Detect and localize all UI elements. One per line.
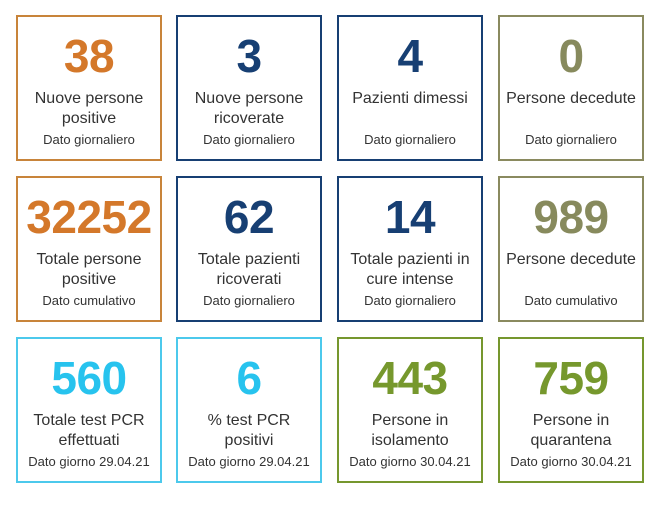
card-subtitle: Dato giornaliero <box>203 132 295 147</box>
card-value: 443 <box>372 352 448 404</box>
card-label: Nuove persone ricoverate <box>194 90 304 127</box>
card-pcr-tests: 560 Totale test PCR effettuati Dato gior… <box>16 337 162 483</box>
card-label: Totale pazienti ricoverati <box>197 251 301 288</box>
card-new-deceased: 0 Persone decedute Dato giornaliero <box>498 15 644 161</box>
card-pcr-positive-rate: 6 % test PCR positivi Dato giorno 29.04.… <box>176 337 322 483</box>
card-quarantine: 759 Persone in quarantena Dato giorno 30… <box>498 337 644 483</box>
card-subtitle: Dato giorno 29.04.21 <box>28 454 150 469</box>
card-subtitle: Dato giorno 30.04.21 <box>349 454 471 469</box>
card-isolation: 443 Persone in isolamento Dato giorno 30… <box>337 337 483 483</box>
card-value: 6 <box>236 352 262 404</box>
card-value: 989 <box>533 191 609 243</box>
card-total-positive: 32252 Totale persone positive Dato cumul… <box>16 176 162 322</box>
card-new-hospitalized: 3 Nuove persone ricoverate Dato giornali… <box>176 15 322 161</box>
card-label: Totale pazienti in cure intense <box>350 251 470 288</box>
card-intensive-care: 14 Totale pazienti in cure intense Dato … <box>337 176 483 322</box>
card-label: Persone decedute <box>506 90 636 107</box>
card-value: 62 <box>223 191 275 243</box>
card-new-positive: 38 Nuove persone positive Dato giornalie… <box>16 15 162 161</box>
card-label: Totale persone positive <box>36 251 142 288</box>
card-subtitle: Dato giornaliero <box>364 132 456 147</box>
card-value: 4 <box>397 30 423 82</box>
card-label: Persone in isolamento <box>371 412 449 449</box>
card-subtitle: Dato giorno 30.04.21 <box>510 454 632 469</box>
card-value: 14 <box>384 191 436 243</box>
card-discharged: 4 Pazienti dimessi Dato giornaliero <box>337 15 483 161</box>
card-label: Pazienti dimessi <box>352 90 468 107</box>
card-label: Totale test PCR effettuati <box>33 412 145 449</box>
card-label: Persone in quarantena <box>530 412 612 449</box>
card-subtitle: Dato giorno 29.04.21 <box>188 454 310 469</box>
card-subtitle: Dato giornaliero <box>43 132 135 147</box>
card-subtitle: Dato giornaliero <box>203 293 295 308</box>
card-value: 759 <box>533 352 609 404</box>
card-value: 560 <box>51 352 127 404</box>
card-value: 0 <box>558 30 584 82</box>
card-subtitle: Dato giornaliero <box>525 132 617 147</box>
card-subtitle: Dato cumulativo <box>524 293 618 308</box>
card-label: Nuove persone positive <box>34 90 144 127</box>
card-total-hospitalized: 62 Totale pazienti ricoverati Dato giorn… <box>176 176 322 322</box>
card-total-deceased: 989 Persone decedute Dato cumulativo <box>498 176 644 322</box>
card-label: Persone decedute <box>506 251 636 268</box>
card-label: % test PCR positivi <box>207 412 291 449</box>
card-value: 32252 <box>26 191 152 243</box>
card-value: 38 <box>63 30 115 82</box>
card-subtitle: Dato cumulativo <box>42 293 136 308</box>
card-value: 3 <box>236 30 262 82</box>
card-subtitle: Dato giornaliero <box>364 293 456 308</box>
